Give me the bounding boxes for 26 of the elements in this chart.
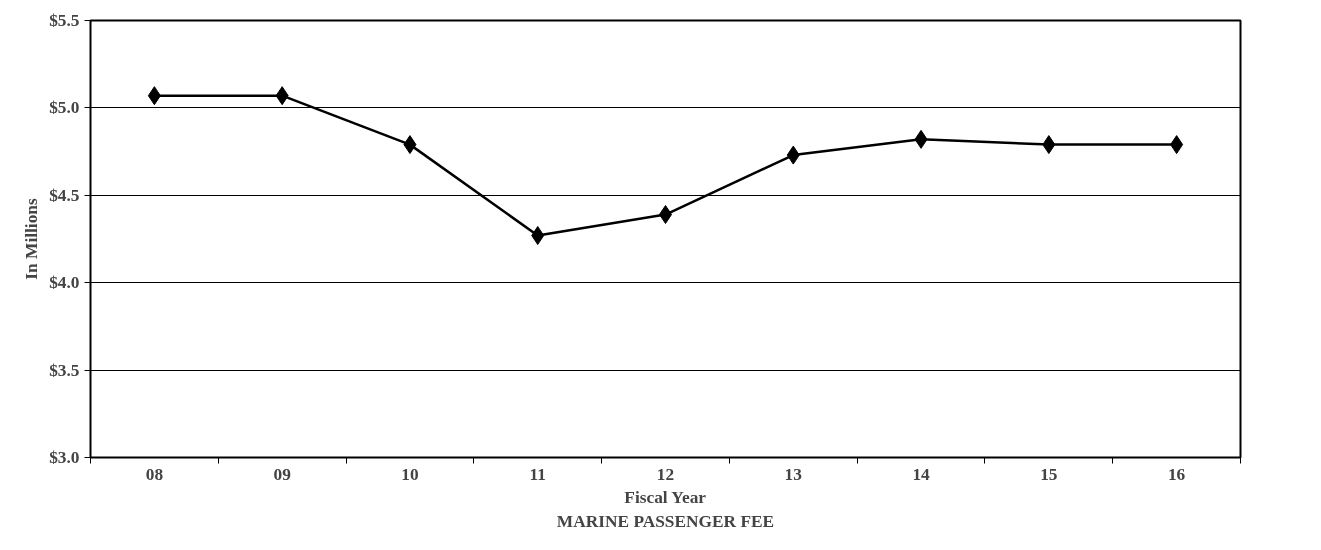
point <box>914 129 928 149</box>
y-tick-label: $5.5 <box>49 11 80 30</box>
x-tick-label: 14 <box>912 464 931 484</box>
point <box>531 226 545 245</box>
x-tick-label: 15 <box>1040 464 1058 484</box>
y-tick-label: $4.0 <box>49 273 80 293</box>
x-tick-label: 11 <box>529 464 546 484</box>
text: MARINE PASSENGER FEE <box>556 511 775 531</box>
x-tick-label: 08 <box>145 464 164 484</box>
x-axis-title: Fiscal Year <box>624 487 707 507</box>
x-tick-label: 13 <box>784 464 803 484</box>
point <box>1042 135 1056 155</box>
y-tick-label: $5.0 <box>49 98 80 118</box>
x-tick-label: 12 <box>656 464 675 484</box>
x-tick-label: 16 <box>1167 464 1186 484</box>
y-axis-title: In Millions <box>22 198 42 280</box>
y-tick-label: $3.5 <box>49 360 80 380</box>
point <box>786 145 800 165</box>
y-tick-label: $3.0 <box>49 448 80 467</box>
point <box>1170 135 1184 155</box>
point <box>403 135 417 155</box>
point <box>275 86 289 106</box>
point <box>147 86 161 106</box>
x-tick-label: 09 <box>273 464 292 484</box>
x-tick-label: 10 <box>401 464 419 484</box>
y-tick-label: $4.5 <box>49 185 80 205</box>
